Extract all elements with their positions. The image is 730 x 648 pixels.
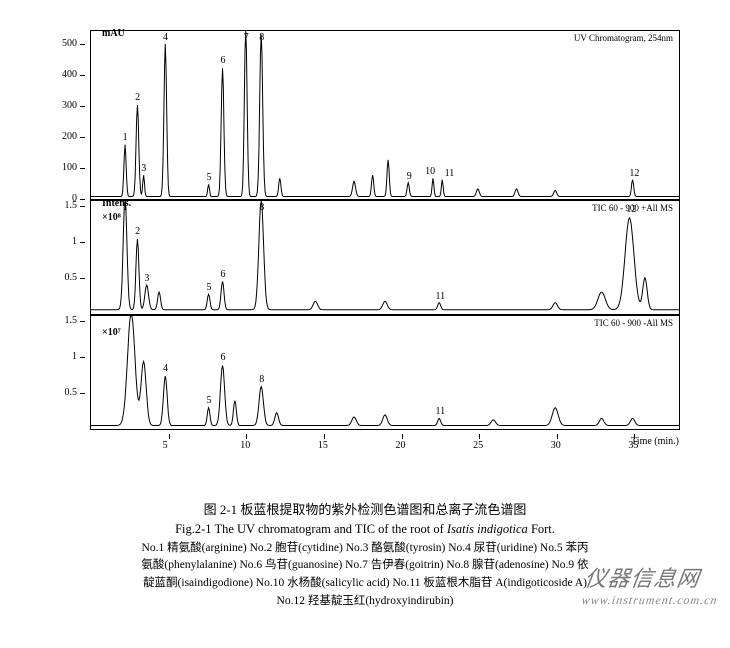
chromatogram-trace	[91, 201, 679, 310]
x-tick-label: 10	[240, 440, 250, 451]
peak-label: 11	[445, 168, 455, 179]
watermark: 仪器信息网 www.instrument.com.cn	[581, 561, 723, 608]
peak-label: 3	[141, 163, 146, 174]
peak-label: 6	[220, 352, 225, 363]
peak-label: 12	[626, 204, 636, 215]
peak-label: 11	[436, 291, 446, 302]
y-tick-label: 100	[62, 162, 77, 173]
y-tick-label: 300	[62, 100, 77, 111]
chromatogram-trace	[91, 316, 679, 425]
y-tick-label: 1	[72, 351, 77, 362]
x-tick-label: 30	[551, 440, 561, 451]
panel-title: UV Chromatogram, 254nm	[574, 33, 673, 43]
figure-area: mAUUV Chromatogram, 254nm010020030040050…	[40, 30, 690, 430]
y-tick-label: 500	[62, 38, 77, 49]
x-tick-label: 15	[318, 440, 328, 451]
y-tick-label: 1.5	[65, 315, 78, 326]
y-tick-label: 1.5	[65, 200, 78, 211]
y-tick-label: 400	[62, 69, 77, 80]
panel-title: TIC 60 - 900 -All MS	[594, 318, 673, 328]
peak-label: 10	[425, 166, 435, 177]
chromatogram-panel-tic_neg: TIC 60 - 900 -All MS0.511.54568115101520…	[90, 315, 680, 430]
x-tick-label: 20	[396, 440, 406, 451]
caption-cn: 图 2-1 板蓝根提取物的紫外检测色谱图和总离子流色谱图	[40, 500, 690, 520]
x-tick-label: 5	[163, 440, 168, 451]
chromatogram-trace	[91, 31, 679, 197]
peak-label: 11	[436, 406, 446, 417]
peak-label: 5	[207, 395, 212, 406]
peak-label: 1	[123, 132, 128, 143]
y-tick-label: 200	[62, 131, 77, 142]
chromatogram-panel-uv: UV Chromatogram, 254nm010020030040050012…	[90, 30, 680, 200]
peak-label: 1	[123, 202, 128, 213]
x-axis-label: Time (min.)	[631, 436, 679, 447]
peak-label: 6	[220, 55, 225, 66]
y-tick-label: 0.5	[65, 387, 78, 398]
peak-label: 3	[144, 273, 149, 284]
peak-label: 5	[207, 282, 212, 293]
peak-label: 8	[259, 374, 264, 385]
peak-label: 8	[259, 32, 264, 43]
y-tick-label: 1	[72, 236, 77, 247]
peak-label: 8	[259, 202, 264, 213]
legend-line: No.1 精氨酸(arginine) No.2 胞苷(cytidine) No.…	[50, 540, 680, 558]
peak-label: 4	[163, 32, 168, 43]
peak-label: 2	[135, 226, 140, 237]
peak-label: 12	[629, 168, 639, 179]
peak-label: 7	[244, 32, 249, 43]
caption-en: Fig.2-1 The UV chromatogram and TIC of t…	[40, 520, 690, 539]
x-tick-label: 25	[473, 440, 483, 451]
peak-label: 2	[135, 92, 140, 103]
y-tick-label: 0.5	[65, 272, 78, 283]
peak-label: 5	[207, 172, 212, 183]
peak-label: 4	[163, 363, 168, 374]
peak-label: 6	[220, 269, 225, 280]
peak-label: 9	[407, 171, 412, 182]
chromatogram-panel-tic_pos: TIC 60 - 900 +All MS0.511.51235681112	[90, 200, 680, 315]
